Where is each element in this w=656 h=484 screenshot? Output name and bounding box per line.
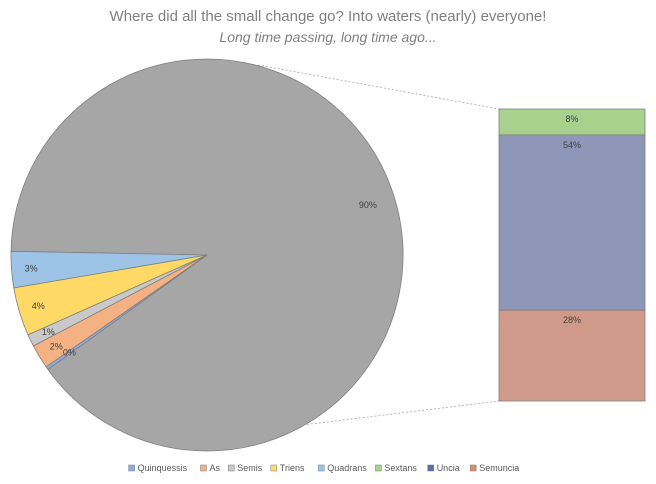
legend-item-triens: Triens [270, 463, 305, 473]
legend-label-as: As [210, 463, 221, 473]
bar-label-sextans: 8% [565, 114, 578, 124]
legend-item-quinquessis: Quinquessis [128, 463, 188, 473]
legend-label-sextans: Sextans [384, 463, 417, 473]
stacked-bar: 8% 54% 28% [498, 108, 646, 402]
legend-swatch-semuncia [469, 464, 477, 472]
legend-item-semis: Semis [228, 463, 263, 473]
pie-label-quinquessis: 0% [63, 347, 76, 357]
legend-label-quadrans: Quadrans [327, 463, 367, 473]
pie-label-other: 90% [359, 200, 377, 210]
pie-slice-quinquessis [45, 254, 208, 371]
legend-swatch-quadrans [317, 464, 325, 472]
legend-item-as: As [200, 463, 221, 473]
legend-item-quadrans: Quadrans [317, 463, 367, 473]
connector-line-bottom [302, 400, 500, 426]
bar-segment-semuncia [498, 309, 646, 402]
legend-label-semuncia: Semuncia [479, 463, 519, 473]
legend-swatch-uncia [427, 464, 434, 472]
legend-swatch-triens [270, 464, 278, 472]
legend-swatch-semis [228, 464, 235, 472]
legend-swatch-sextans [375, 464, 382, 472]
chart-title: Where did all the small change go? Into … [109, 8, 547, 25]
legend-swatch-as [200, 464, 207, 472]
pie: 90% 3% 4% 1% 2%0% [10, 58, 404, 452]
legend-label-uncia: Uncia [437, 463, 460, 473]
connector-lines [257, 64, 500, 426]
bar-segment-uncia [498, 134, 646, 311]
legend-item-uncia: Uncia [427, 463, 460, 473]
pie-label-as: 2% [50, 342, 63, 352]
legend-swatch-quinquessis [128, 464, 135, 472]
pie-slice-other [10, 58, 404, 452]
legend-label-triens: Triens [280, 463, 305, 473]
pie-label-triens: 4% [32, 301, 45, 311]
legend: Quinquessis As Semis Triens Quadrans Sextans U… [128, 463, 519, 473]
pie-label-quadrans: 3% [25, 263, 38, 273]
bar-label-uncia: 54% [563, 140, 581, 150]
chart-subtitle: Long time passing, long time ago... [219, 29, 437, 45]
legend-item-semuncia: Semuncia [469, 463, 519, 473]
legend-label-quinquessis: Quinquessis [138, 463, 188, 473]
legend-item-sextans: Sextans [375, 463, 417, 473]
legend-label-semis: Semis [237, 463, 263, 473]
bar-label-semuncia: 28% [563, 315, 581, 325]
pie-label-semis: 1% [42, 327, 55, 337]
connector-line-top [257, 64, 500, 110]
